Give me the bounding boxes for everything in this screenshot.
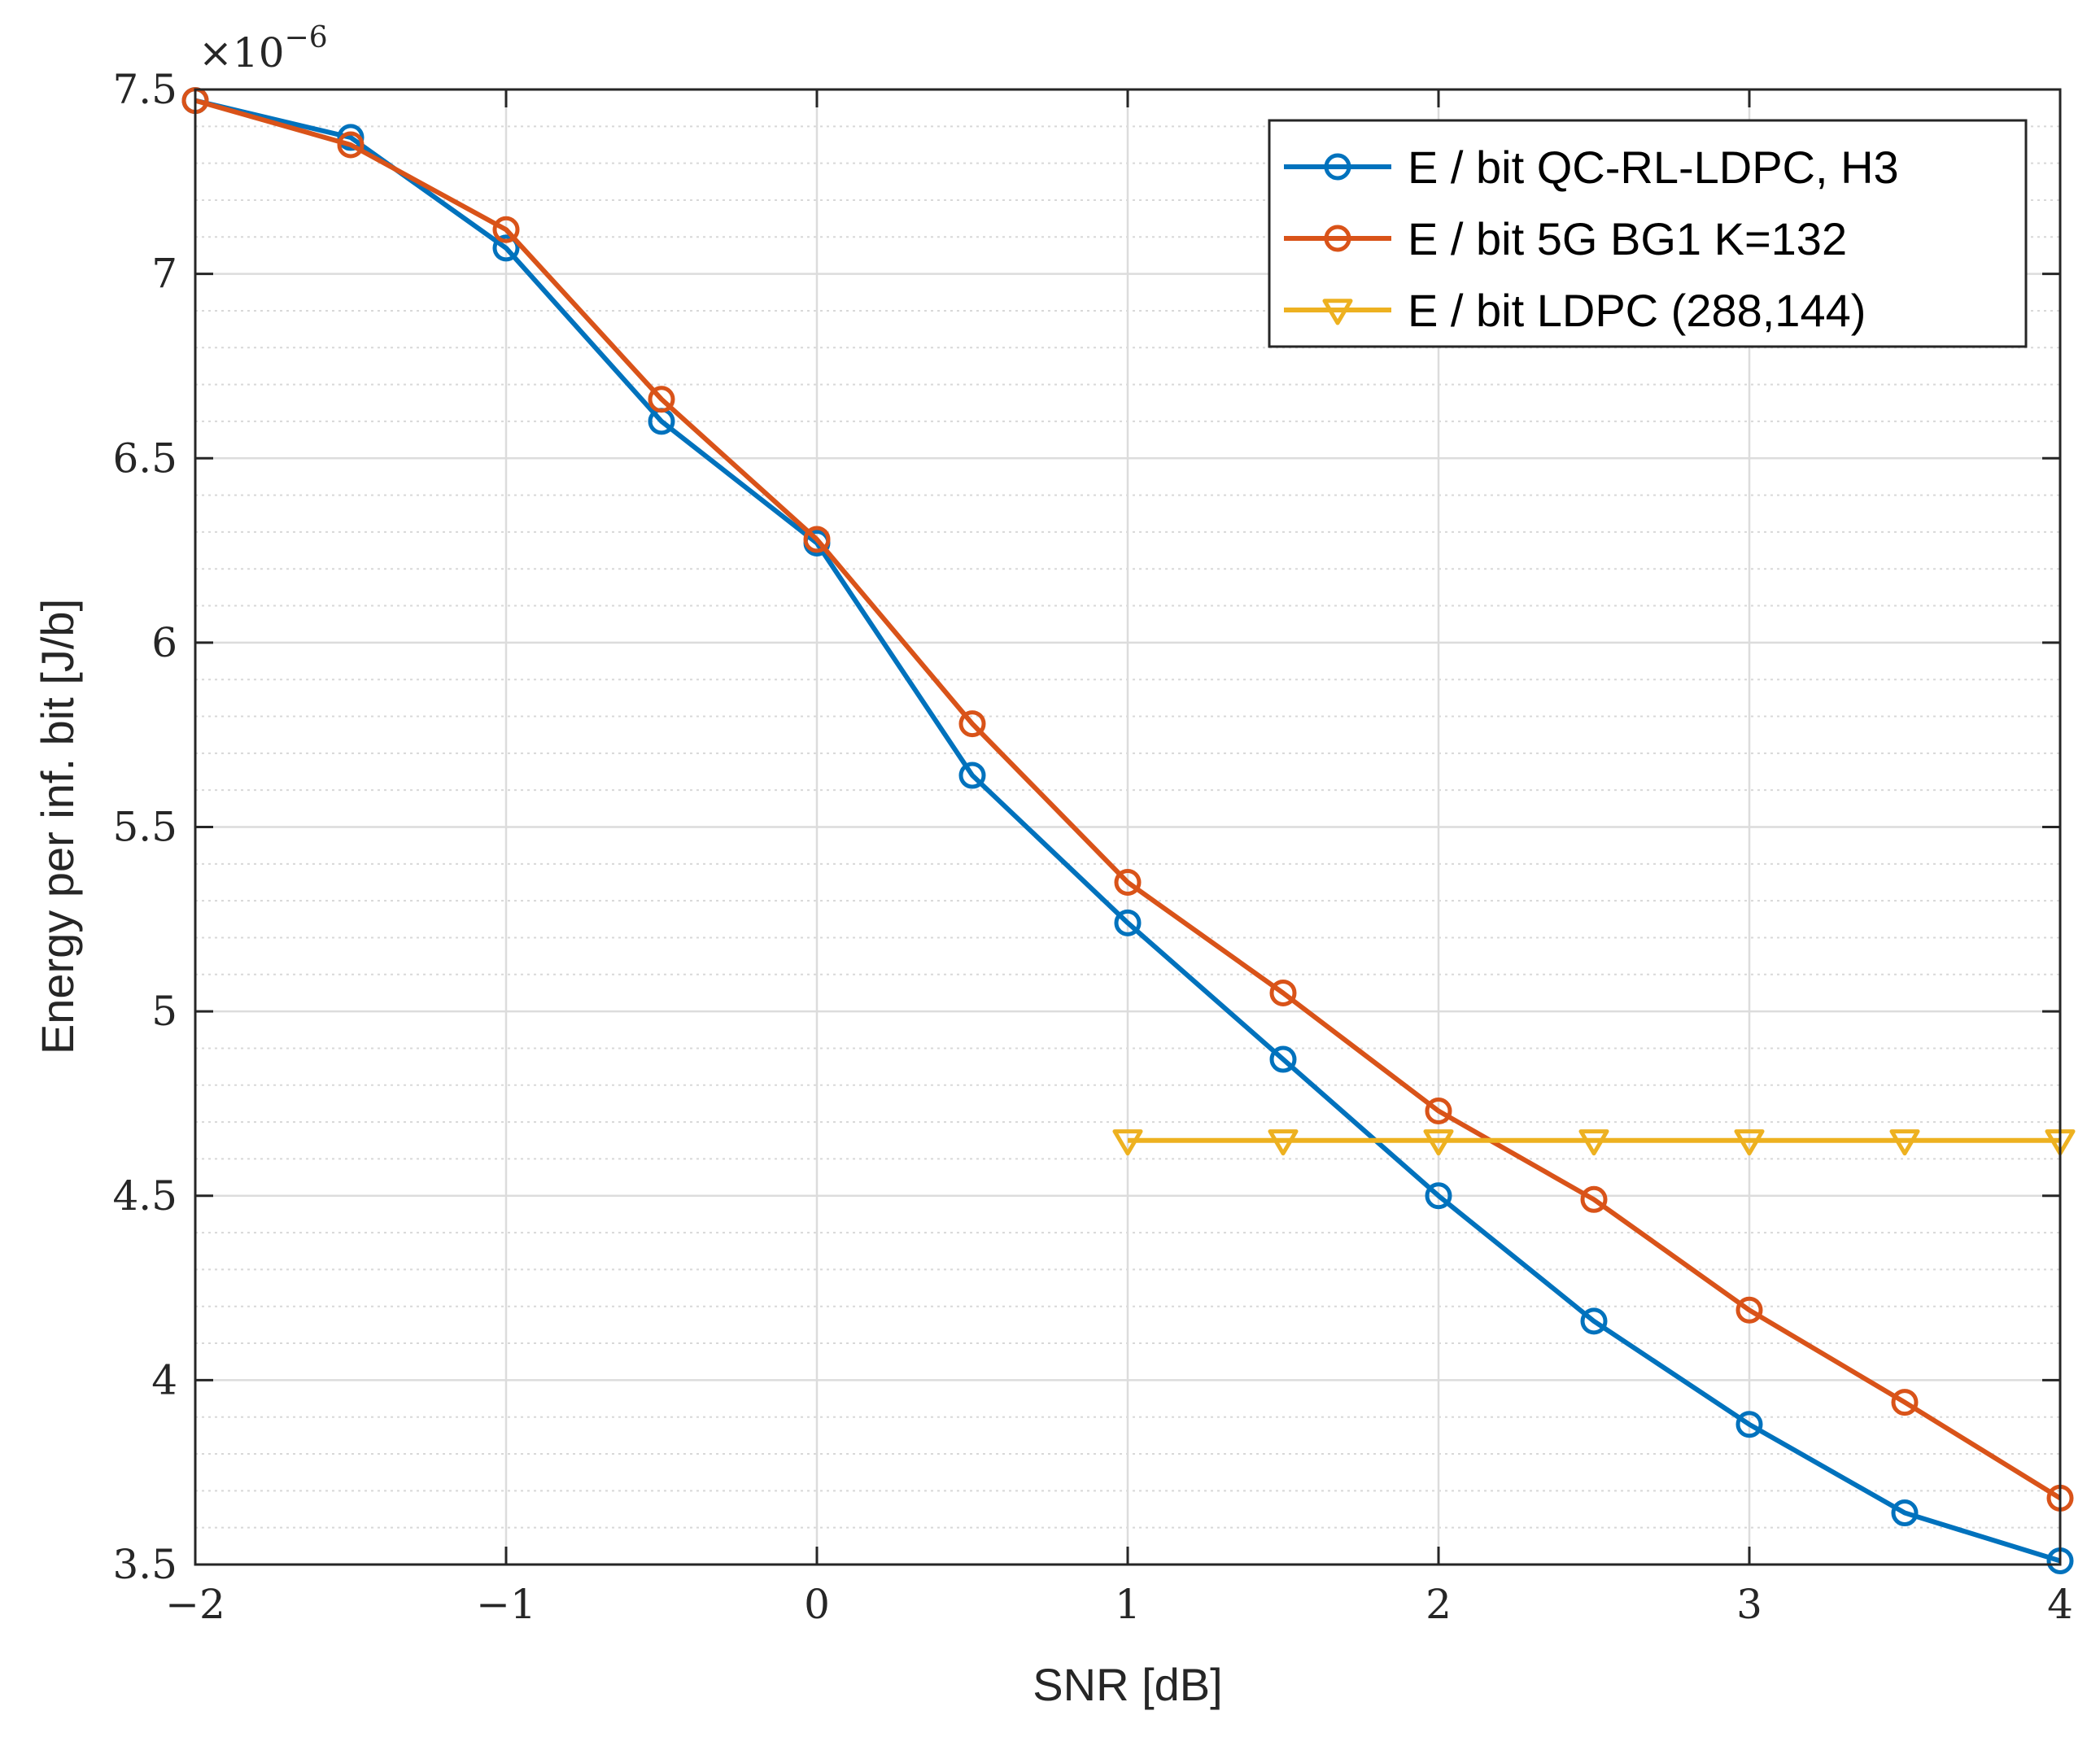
- legend-item: E / bit 5G BG1 K=132: [1284, 213, 1847, 264]
- series-2: [181, 87, 2074, 1512]
- y-tick-label: 7: [151, 251, 177, 298]
- data-point: [1114, 909, 1142, 936]
- x-tick-label: 0: [804, 1581, 830, 1628]
- data-point: [1112, 1129, 1143, 1156]
- y-tick-label: 5.5: [112, 804, 177, 851]
- axis-ticks: [194, 88, 2062, 1566]
- y-exponent-label: ×10−6: [199, 21, 328, 76]
- y-tick-label: 4.5: [112, 1172, 177, 1220]
- y-tick-label: 3.5: [112, 1541, 177, 1588]
- x-tick-label: 3: [1736, 1581, 1762, 1628]
- y-tick-labels: 3.5 4 4.5 5 5.5 6 6.5 7 7.5: [112, 66, 177, 1588]
- data-point: [1580, 1307, 1608, 1335]
- series-3: [1112, 1129, 2076, 1156]
- data-point: [492, 216, 520, 243]
- series-line: [194, 98, 2061, 1564]
- series-layer: [181, 87, 2076, 1574]
- data-point: [1580, 1185, 1608, 1213]
- data-point: [1269, 979, 1297, 1006]
- series-line: [194, 98, 2062, 1500]
- data-point: [1889, 1129, 1920, 1156]
- legend-box: [1268, 119, 2028, 348]
- legend-marker: [1322, 299, 1353, 325]
- legend: E / bit QC-RL-LDPC, H3 E / bit 5G BG1 K=1…: [1268, 119, 2028, 348]
- data-point: [648, 386, 675, 413]
- legend-marker: [1324, 225, 1351, 252]
- x-tick-label: 2: [1425, 1581, 1452, 1628]
- data-point: [492, 234, 520, 262]
- y-tick-label: 5: [151, 988, 177, 1035]
- legend-label: E / bit 5G BG1 K=132: [1408, 213, 1847, 264]
- data-point: [803, 526, 831, 553]
- x-tick-label: 4: [2047, 1581, 2073, 1628]
- data-point: [1891, 1389, 1919, 1416]
- data-point: [337, 124, 365, 151]
- data-point: [1423, 1129, 1454, 1156]
- data-point: [958, 762, 986, 789]
- data-point: [1735, 1411, 1763, 1438]
- legend-label: E / bit QC-RL-LDPC, H3: [1408, 142, 1899, 193]
- y-tick-label: 6.5: [112, 434, 177, 482]
- data-point: [1578, 1129, 1609, 1156]
- x-tick-label: 1: [1115, 1581, 1141, 1628]
- data-point: [337, 131, 365, 159]
- data-point: [1268, 1129, 1299, 1156]
- legend-label: E / bit LDPC (288,144): [1408, 285, 1866, 336]
- data-point: [1735, 1296, 1763, 1324]
- x-tick-label: −1: [476, 1581, 536, 1628]
- data-point: [1425, 1182, 1452, 1210]
- data-point: [958, 710, 986, 738]
- data-point: [1425, 1098, 1452, 1125]
- legend-item: E / bit LDPC (288,144): [1284, 285, 1866, 336]
- data-point: [1891, 1499, 1919, 1527]
- legend-item: E / bit QC-RL-LDPC, H3: [1284, 142, 1899, 193]
- y-axis-label: Energy per inf. bit [J/b]: [32, 599, 83, 1054]
- x-tick-label: −2: [165, 1581, 225, 1628]
- y-tick-label: 7.5: [112, 66, 177, 113]
- x-axis-label: SNR [dB]: [1033, 1659, 1222, 1710]
- legend-marker: [1324, 153, 1351, 181]
- x-tick-labels: −2 −1 0 1 2 3 4: [165, 1581, 2073, 1628]
- y-tick-label: 4: [151, 1356, 177, 1403]
- data-point: [1269, 1045, 1297, 1073]
- y-tick-label: 6: [151, 619, 177, 666]
- data-point: [1114, 868, 1142, 896]
- data-point: [1734, 1129, 1765, 1156]
